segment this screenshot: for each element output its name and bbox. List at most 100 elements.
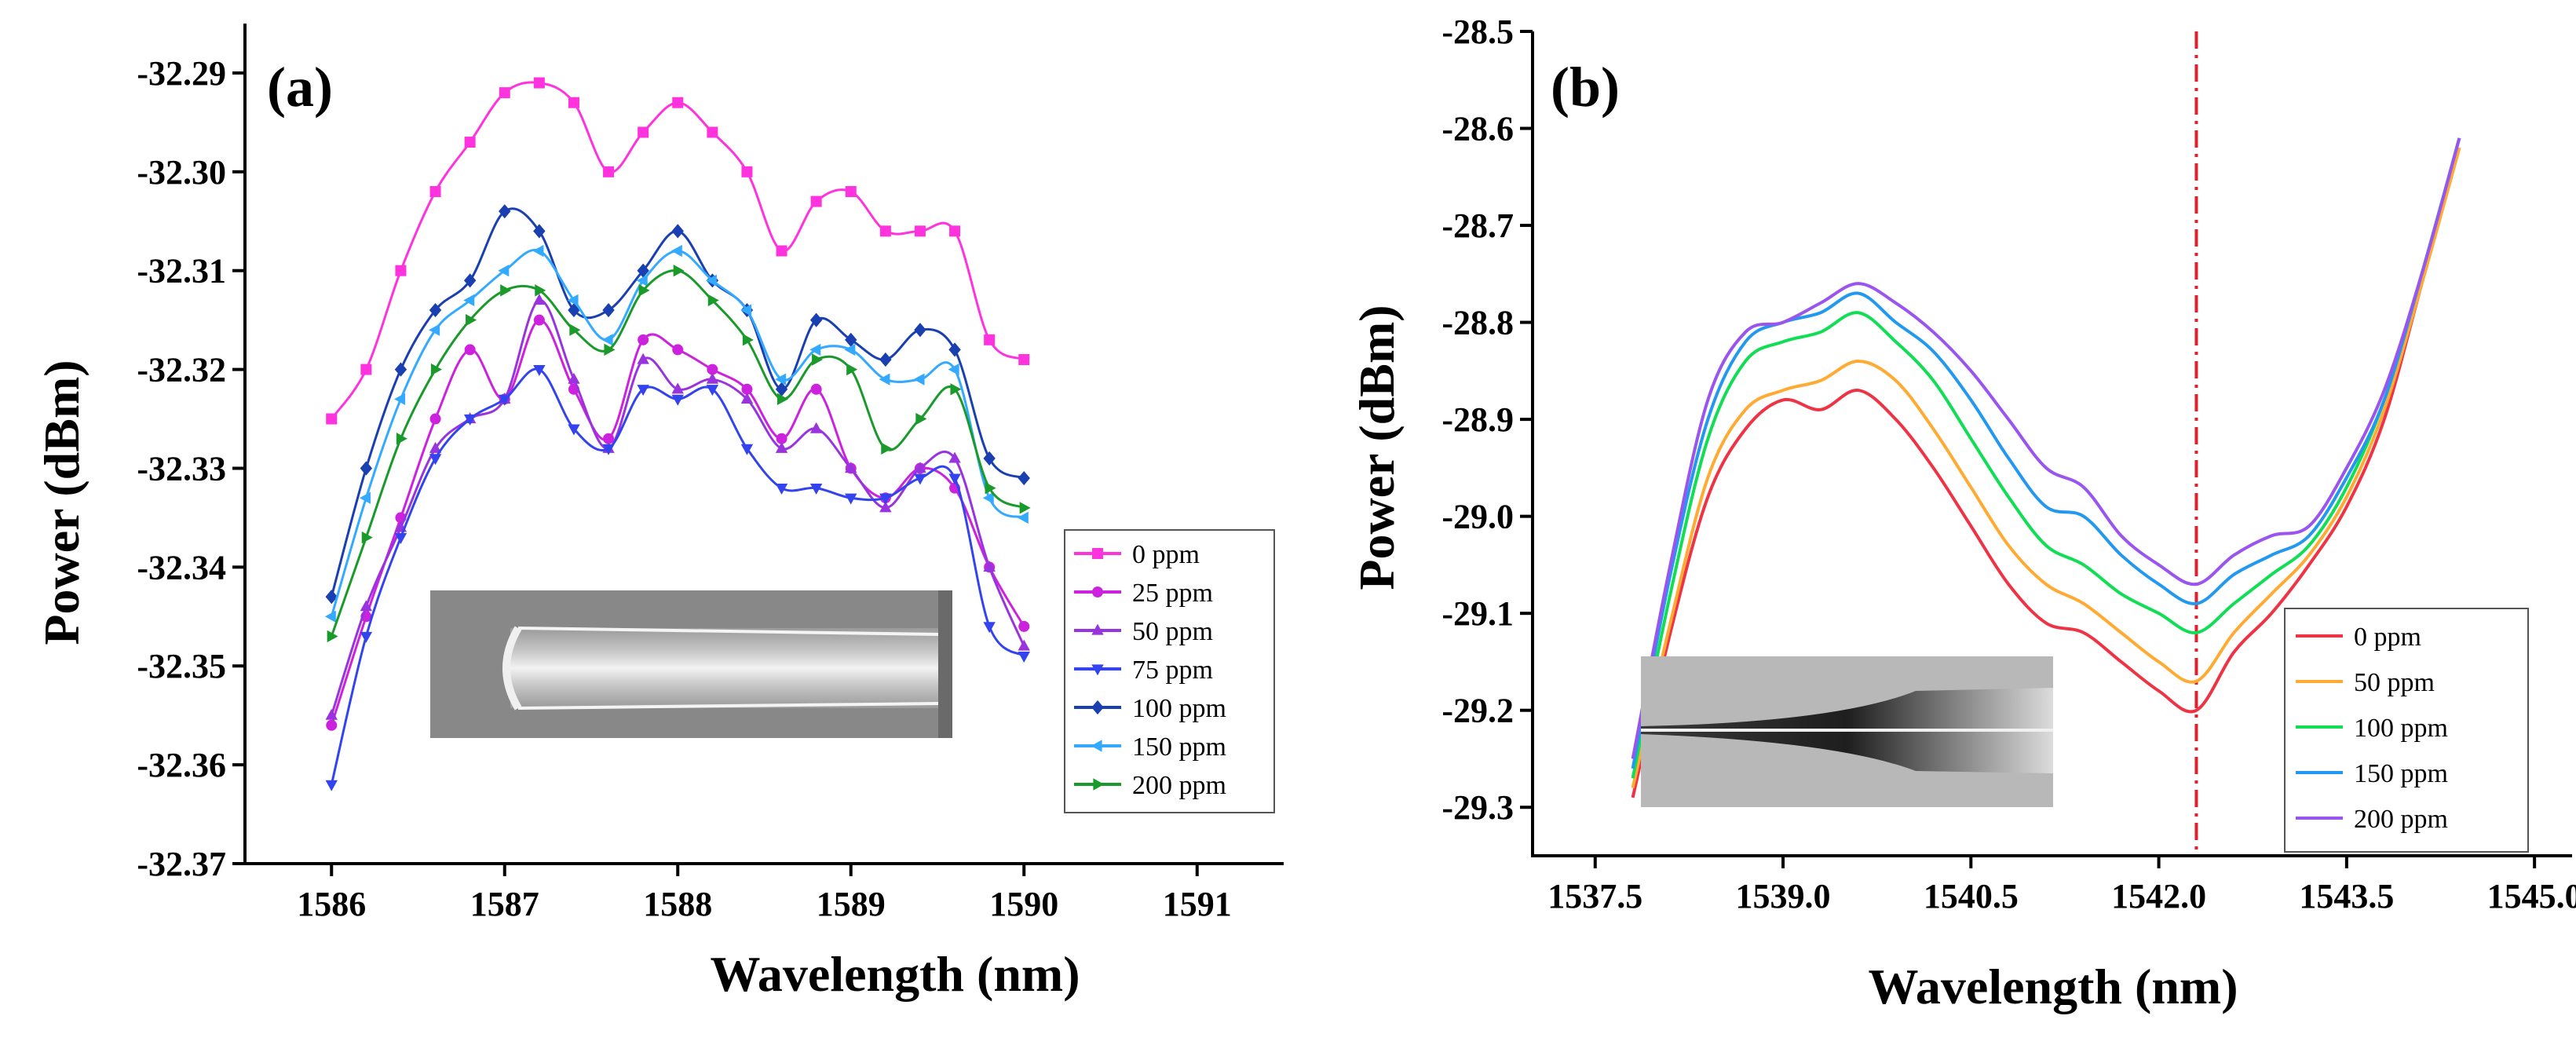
panel-a-data-point bbox=[429, 323, 440, 336]
panel-a-data-point bbox=[983, 451, 996, 466]
panel-b-axis-lines bbox=[1531, 31, 2572, 857]
panel-a-data-point bbox=[360, 600, 373, 612]
panel-a-legend-label: 50 ppm bbox=[1132, 617, 1213, 646]
panel-a-data-point bbox=[1017, 511, 1029, 524]
panel-a-data-point bbox=[1018, 639, 1030, 651]
panel-a-data-point bbox=[429, 302, 442, 318]
panel-a-data-point bbox=[673, 265, 685, 277]
panel-a-data-point bbox=[844, 343, 856, 356]
panel-a-data-point bbox=[637, 263, 649, 278]
panel-a-data-point bbox=[568, 424, 580, 436]
panel-a-x-tick-label: 1586 bbox=[297, 885, 366, 923]
panel-b-axes: 1537.5 1539.0 1540.5 1542.0 1543.5 1545.0 -29.… bbox=[1441, 13, 2576, 915]
panel-a-y-tick-label: -32.37 bbox=[137, 845, 226, 883]
panel-b-inset-image bbox=[1641, 656, 2053, 807]
panel-a-data-point bbox=[498, 265, 510, 277]
panel-a-legend-marker bbox=[1092, 548, 1103, 559]
panel-a-data-point bbox=[983, 560, 996, 572]
panel-a-data-point bbox=[740, 444, 754, 455]
panel-a-data-point bbox=[672, 344, 684, 356]
panel-a-data-point bbox=[327, 630, 338, 643]
panel-a-x-tick-label: 1590 bbox=[989, 885, 1058, 923]
panel-a-data-point bbox=[776, 393, 788, 406]
panel-a-series bbox=[324, 77, 1031, 791]
panel-a-data-point bbox=[913, 373, 925, 385]
panel-b-legend-label: 100 ppm bbox=[2354, 714, 2448, 743]
panel-a-x-tick-label: 1588 bbox=[643, 885, 712, 923]
panel-a-y-tick-label: -32.32 bbox=[137, 351, 226, 389]
panel-a-data-point bbox=[948, 473, 961, 485]
panel-a-data-point bbox=[326, 413, 338, 425]
panel-a-x-tick-label: 1589 bbox=[817, 885, 886, 923]
panel-a-data-point bbox=[533, 294, 546, 305]
panel-a-data-point bbox=[568, 302, 580, 318]
panel-a-data-point bbox=[809, 484, 823, 495]
panel-a-y-tick-label: -32.34 bbox=[137, 548, 226, 586]
panel-a-label: (a) bbox=[267, 56, 333, 119]
panel-a-data-point bbox=[636, 274, 648, 287]
panel-a-data-point bbox=[948, 451, 961, 463]
panel-a-data-point bbox=[707, 364, 718, 375]
panel-a-data-point bbox=[1018, 354, 1030, 365]
panel-b-y-tick-label: -29.2 bbox=[1441, 692, 1514, 730]
panel-a-data-point bbox=[601, 334, 613, 346]
panel-b-series-line-150-ppm bbox=[1631, 137, 2461, 769]
panel-a-data-point bbox=[463, 294, 475, 307]
panel-a-axes: 1586 1587 1588 1589 1590 1591 -32.37 -32.36 -32.… bbox=[137, 24, 1284, 923]
panel-a-data-point bbox=[463, 273, 477, 288]
panel-a-legend-label: 200 ppm bbox=[1132, 771, 1226, 800]
panel-b-x-tick-label: 1540.5 bbox=[1924, 877, 2019, 915]
panel-a-data-point bbox=[810, 195, 822, 207]
panel-b-series bbox=[1631, 137, 2461, 798]
panel-a-data-point bbox=[984, 334, 996, 345]
panel-a-data-point bbox=[705, 274, 717, 287]
panel-a-data-point bbox=[914, 225, 926, 237]
panel-a-legend-label: 75 ppm bbox=[1132, 656, 1213, 685]
panel-a-data-point bbox=[603, 166, 615, 177]
panel-a-data-point bbox=[637, 385, 649, 396]
panel-a-data-point bbox=[949, 225, 961, 237]
panel-a-data-point bbox=[429, 441, 442, 453]
panel-a-legend-marker bbox=[1091, 700, 1104, 715]
panel-a-data-point bbox=[707, 126, 718, 138]
panel-a-x-tick-label: 1587 bbox=[470, 885, 539, 923]
panel-b-legend-label: 150 ppm bbox=[2354, 759, 2448, 788]
panel-a-data-point bbox=[395, 265, 407, 276]
panel-a-legend-label: 25 ppm bbox=[1132, 579, 1213, 608]
panel-a-data-point bbox=[914, 473, 926, 485]
panel-a-data-point bbox=[326, 719, 338, 731]
panel-a-data-point bbox=[499, 87, 510, 99]
panel-a-data-point bbox=[535, 284, 546, 297]
panel-a-data-point bbox=[879, 501, 892, 513]
panel-a-data-point bbox=[638, 334, 649, 345]
panel-b-y-title: Power (dBm) bbox=[1349, 305, 1405, 590]
panel-a-data-point bbox=[881, 442, 893, 455]
panel-b-y-tick-label: -28.5 bbox=[1441, 13, 1514, 51]
panel-a-data-point bbox=[671, 394, 684, 406]
panel-a-data-point bbox=[915, 412, 927, 426]
panel-a-y-title: Power (dBm) bbox=[34, 360, 90, 645]
panel-a-data-point bbox=[914, 323, 926, 338]
panel-a-data-point bbox=[812, 353, 824, 366]
panel-b-y-tick-label: -29.3 bbox=[1441, 788, 1514, 827]
panel-a-legend-label: 100 ppm bbox=[1132, 694, 1226, 723]
panel-a-data-point bbox=[602, 302, 615, 318]
panel-b-x-tick-label: 1539.0 bbox=[1736, 877, 1831, 915]
panel-a-data-point bbox=[324, 610, 336, 623]
panel-a-data-point bbox=[809, 343, 821, 356]
panel-b-x-tick-label: 1537.5 bbox=[1547, 877, 1642, 915]
panel-a-y-tick-label: -32.36 bbox=[137, 746, 226, 784]
panel-a-data-point bbox=[879, 352, 892, 367]
panel-a-data-point bbox=[740, 392, 754, 404]
panel-b-x-title: Wavelength (nm) bbox=[1868, 959, 2238, 1014]
panel-a-x-tick-label: 1591 bbox=[1163, 885, 1232, 923]
panel-a-data-point bbox=[360, 631, 373, 643]
panel-a-data-point bbox=[325, 708, 338, 720]
panel-a-data-point bbox=[671, 224, 684, 239]
panel-a-data-point bbox=[466, 313, 477, 327]
panel-a-legend-marker bbox=[1091, 664, 1104, 676]
panel-a-data-point bbox=[1018, 470, 1030, 486]
panel-a-data-point bbox=[775, 484, 788, 495]
panel-b-x-tick-label: 1543.5 bbox=[2299, 877, 2394, 915]
panel-a-data-point bbox=[948, 342, 961, 357]
